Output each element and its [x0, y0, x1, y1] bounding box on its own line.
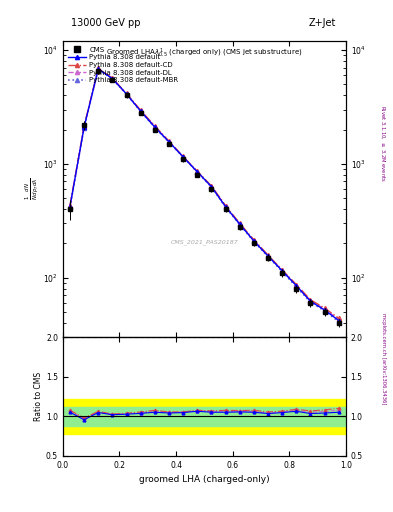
Text: Z+Jet: Z+Jet [309, 18, 336, 28]
Text: CMS_2021_PAS20187: CMS_2021_PAS20187 [171, 240, 238, 245]
X-axis label: groomed LHA (charged-only): groomed LHA (charged-only) [139, 475, 270, 484]
Text: Groomed LHA$\lambda^1_{0.5}$ (charged only) (CMS jet substructure): Groomed LHA$\lambda^1_{0.5}$ (charged on… [106, 47, 303, 60]
Text: mcplots.cern.ch [arXiv:1306.3436]: mcplots.cern.ch [arXiv:1306.3436] [381, 313, 386, 404]
Legend: CMS, Pythia 8.308 default, Pythia 8.308 default-CD, Pythia 8.308 default-DL, Pyt: CMS, Pythia 8.308 default, Pythia 8.308 … [66, 45, 180, 86]
Text: 13000 GeV pp: 13000 GeV pp [72, 18, 141, 28]
Text: Rivet 3.1.10, $\geq$ 3.2M events: Rivet 3.1.10, $\geq$ 3.2M events [379, 105, 387, 182]
Y-axis label: Ratio to CMS: Ratio to CMS [34, 372, 43, 421]
Y-axis label: $\frac{1}{N}\frac{dN}{dp_T d\lambda}$: $\frac{1}{N}\frac{dN}{dp_T d\lambda}$ [24, 178, 40, 200]
